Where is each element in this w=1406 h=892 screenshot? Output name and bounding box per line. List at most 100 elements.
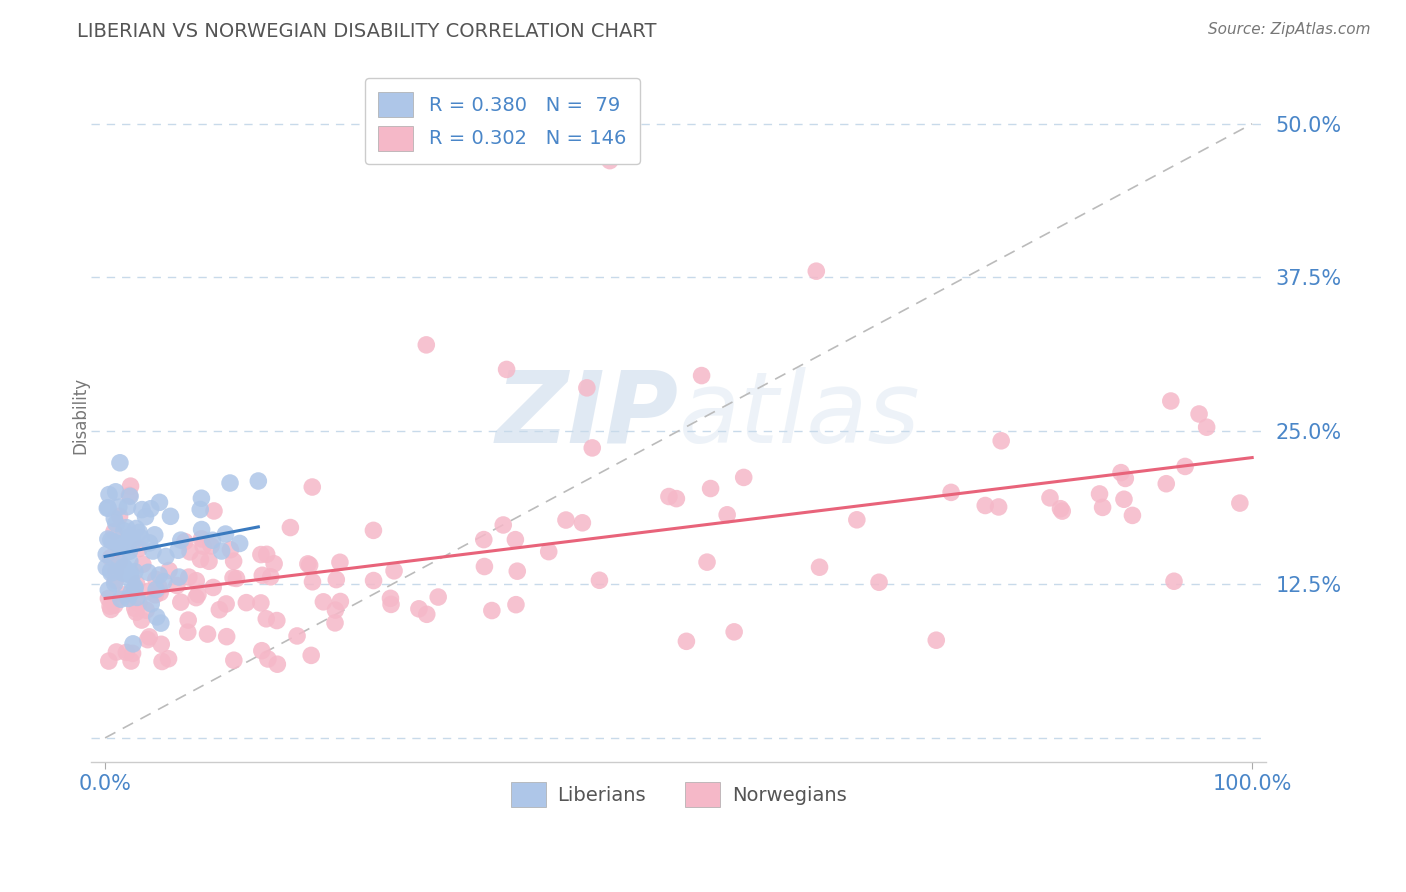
Point	[266, 657, 288, 672]
Point	[118, 488, 141, 502]
Point	[733, 470, 755, 484]
Point	[150, 637, 173, 651]
Point	[96, 501, 118, 516]
Point	[145, 582, 167, 597]
Point	[571, 516, 593, 530]
Point	[128, 541, 150, 556]
Point	[149, 616, 172, 631]
Point	[215, 630, 238, 644]
Point	[121, 646, 143, 660]
Point	[148, 568, 170, 582]
Point	[111, 563, 134, 577]
Point	[222, 571, 245, 585]
Point	[132, 558, 155, 572]
Point	[184, 591, 207, 605]
Point	[148, 580, 170, 594]
Point	[157, 652, 180, 666]
Point	[188, 502, 211, 516]
Text: ZIP: ZIP	[496, 367, 679, 464]
Point	[103, 524, 125, 539]
Point	[191, 539, 214, 553]
Point	[145, 573, 167, 587]
Point	[167, 570, 190, 584]
Point	[104, 599, 127, 613]
Point	[108, 557, 131, 571]
Point	[143, 528, 166, 542]
Text: LIBERIAN VS NORWEGIAN DISABILITY CORRELATION CHART: LIBERIAN VS NORWEGIAN DISABILITY CORRELA…	[77, 22, 657, 41]
Point	[222, 653, 245, 667]
Point	[415, 338, 437, 352]
Point	[100, 533, 122, 547]
Point	[225, 571, 247, 585]
Point	[112, 588, 135, 602]
Point	[120, 489, 142, 503]
Point	[166, 578, 188, 592]
Point	[974, 499, 997, 513]
Point	[250, 643, 273, 657]
Point	[427, 590, 450, 604]
Point	[96, 547, 118, 561]
Point	[121, 574, 143, 589]
Point	[135, 603, 157, 617]
Point	[198, 554, 221, 568]
Point	[505, 533, 527, 547]
Point	[492, 518, 515, 533]
Point	[111, 566, 134, 580]
Point	[120, 568, 142, 582]
Point	[120, 479, 142, 493]
Point	[219, 542, 242, 557]
Point	[115, 539, 138, 553]
Point	[122, 637, 145, 651]
Point	[98, 487, 121, 501]
Point	[179, 545, 201, 559]
Point	[187, 587, 209, 601]
Point	[107, 537, 129, 551]
Point	[177, 570, 200, 584]
Point	[506, 564, 529, 578]
Point	[200, 539, 222, 553]
Point	[134, 509, 156, 524]
Point	[190, 491, 212, 506]
Point	[104, 574, 127, 588]
Point	[125, 576, 148, 591]
Point	[382, 564, 405, 578]
Point	[201, 533, 224, 548]
Point	[806, 264, 828, 278]
Point	[280, 520, 302, 534]
Point	[117, 500, 139, 514]
Point	[118, 544, 141, 558]
Point	[129, 531, 152, 545]
Point	[115, 521, 138, 535]
Point	[723, 624, 745, 639]
Point	[1188, 407, 1211, 421]
Point	[131, 613, 153, 627]
Point	[696, 555, 718, 569]
Point	[329, 555, 352, 569]
Legend: Liberians, Norwegians: Liberians, Norwegians	[503, 774, 855, 815]
Point	[1052, 504, 1074, 518]
Point	[131, 502, 153, 516]
Point	[112, 559, 135, 574]
Point	[177, 613, 200, 627]
Point	[363, 524, 385, 538]
Point	[257, 652, 280, 666]
Point	[380, 598, 402, 612]
Point	[1039, 491, 1062, 505]
Point	[124, 580, 146, 594]
Point	[416, 607, 439, 622]
Point	[329, 594, 352, 608]
Point	[118, 530, 141, 544]
Point	[120, 654, 142, 668]
Point	[665, 491, 688, 506]
Point	[105, 645, 128, 659]
Point	[408, 602, 430, 616]
Point	[208, 603, 231, 617]
Point	[149, 585, 172, 599]
Point	[97, 654, 120, 668]
Point	[256, 547, 278, 561]
Point	[177, 625, 200, 640]
Point	[555, 513, 578, 527]
Point	[1160, 394, 1182, 409]
Point	[675, 634, 697, 648]
Point	[588, 574, 610, 588]
